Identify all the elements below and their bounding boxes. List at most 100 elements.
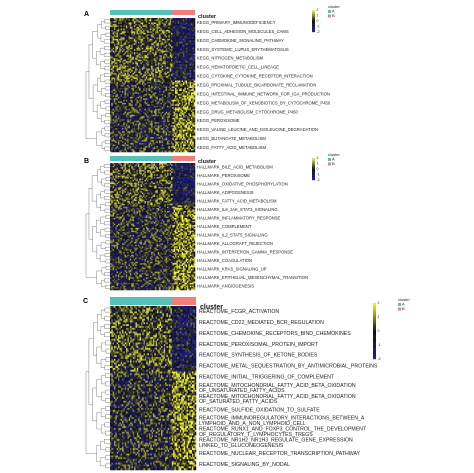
heatmap-cell: [135, 95, 137, 98]
heatmap-cell: [172, 128, 174, 130]
heatmap-cell: [193, 102, 196, 105]
heatmap-cell: [136, 20, 139, 23]
heatmap-cell: [137, 107, 140, 110]
heatmap-cell: [159, 128, 161, 130]
heatmap-cell: [120, 99, 123, 102]
heatmap-cell: [148, 82, 151, 84]
heatmap-cell: [169, 77, 172, 80]
heatmap-cell: [157, 110, 160, 113]
heatmap-cell: [137, 117, 140, 120]
heatmap-cell: [132, 123, 135, 126]
heatmap-cell: [123, 73, 125, 75]
heatmap-cell: [139, 98, 141, 101]
heatmap-cell: [191, 104, 193, 107]
heatmap-cell: [160, 83, 163, 86]
heatmap-cell: [136, 71, 139, 74]
heatmap-cell: [147, 34, 149, 37]
heatmap-cell: [159, 71, 161, 74]
heatmap-cell: [151, 40, 153, 43]
heatmap-cell: [161, 128, 164, 130]
heatmap-cell: [161, 46, 164, 49]
heatmap-cell: [125, 80, 128, 83]
heatmap-cell: [135, 123, 137, 126]
heatmap-cell: [115, 58, 117, 60]
heatmap-cell: [113, 20, 116, 23]
heatmap-cell: [148, 99, 151, 102]
heatmap-cell: [149, 95, 152, 98]
heatmap-cell: [159, 110, 161, 113]
heatmap-cell: [111, 28, 113, 31]
heatmap-cell: [184, 59, 186, 62]
heatmap-cell: [152, 126, 155, 129]
heatmap-cell: [167, 52, 169, 54]
heatmap-cell: [181, 126, 184, 129]
heatmap-cell: [188, 49, 190, 52]
heatmap-cell: [163, 80, 165, 83]
heatmap-cell: [171, 95, 173, 98]
heatmap-cell: [149, 40, 152, 43]
heatmap-cell: [136, 104, 139, 107]
heatmap-cell: [157, 64, 160, 66]
heatmap-cell: [159, 114, 161, 117]
heatmap-cell: [169, 117, 172, 120]
heatmap-cell: [128, 61, 131, 63]
heatmap-cell: [191, 25, 193, 28]
heatmap-cell: [157, 123, 160, 126]
heatmap-cell: [167, 73, 169, 75]
heatmap-cell: [185, 80, 188, 83]
heatmap-cell: [173, 18, 176, 20]
heatmap-cell: [116, 98, 119, 101]
heatmap-cell: [125, 107, 128, 110]
heatmap-cell: [128, 77, 131, 80]
heatmap-cell: [189, 83, 192, 86]
heatmap-cell: [116, 59, 119, 62]
heatmap-cell: [172, 26, 174, 29]
heatmap-cell: [156, 18, 159, 20]
heatmap-cell: [159, 132, 161, 135]
heatmap-cell: [184, 117, 186, 120]
heatmap-cell: [144, 77, 147, 80]
heatmap-cell: [183, 119, 185, 121]
heatmap-cell: [139, 40, 141, 43]
heatmap-cell: [172, 119, 174, 121]
heatmap-cell: [111, 19, 113, 22]
heatmap-cell: [133, 76, 136, 78]
heatmap-cell: [187, 28, 189, 31]
heatmap-cell: [187, 19, 189, 22]
heatmap-cell: [187, 25, 189, 28]
heatmap-cell: [168, 62, 171, 65]
heatmap-cell: [115, 18, 117, 20]
heatmap-cell: [176, 53, 178, 56]
heatmap-cell: [179, 26, 181, 29]
heatmap-cell: [145, 104, 148, 107]
heatmap-cell: [188, 113, 190, 116]
heatmap-cell: [133, 77, 136, 80]
heatmap-cell: [112, 67, 115, 69]
heatmap-cell: [179, 55, 181, 57]
heatmap-cell: [161, 19, 164, 22]
heatmap-cell: [132, 107, 135, 110]
heatmap-cell: [165, 32, 168, 35]
heatmap-cell: [121, 122, 124, 124]
heatmap-cell: [156, 105, 159, 108]
heatmap-cell: [185, 32, 188, 35]
heatmap-cell: [127, 23, 129, 26]
heatmap-cell: [139, 102, 141, 105]
heatmap-cell: [121, 89, 124, 92]
heatmap-cell: [188, 114, 190, 117]
heatmap-cell: [124, 123, 127, 126]
heatmap-cell: [181, 68, 184, 71]
heatmap-cell: [148, 25, 151, 28]
heatmap-cell: [151, 79, 153, 81]
heatmap-cell: [133, 114, 136, 117]
heatmap-cell: [110, 107, 112, 110]
heatmap-cell: [110, 58, 112, 60]
heatmap-cell: [155, 52, 157, 54]
heatmap-cell: [149, 122, 152, 124]
heatmap-cell: [131, 129, 133, 132]
heatmap-cell: [129, 102, 132, 105]
heatmap-cell: [143, 114, 145, 117]
heatmap-cell: [113, 38, 116, 41]
heatmap-cell: [153, 59, 156, 62]
heatmap-cell: [185, 23, 188, 26]
